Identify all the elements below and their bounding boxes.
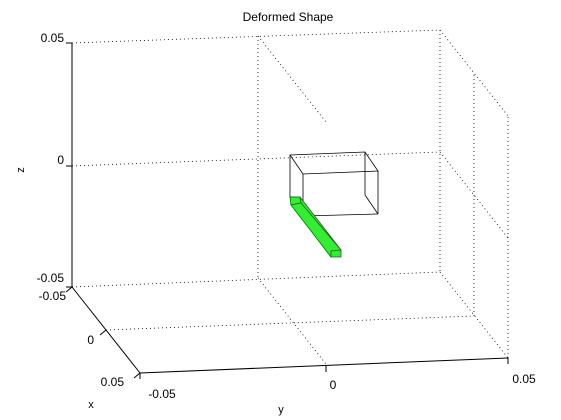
grid-top-back [71, 29, 441, 44]
grid-y0-floor [257, 277, 327, 365]
y-tick-label-1: -0.05 [148, 387, 176, 401]
axes [65, 42, 509, 379]
x-tick-mark-2 [99, 329, 107, 336]
y-axis-label: y [278, 404, 284, 416]
y-axis-line [139, 357, 509, 374]
x-tick-mark-3 [133, 372, 141, 379]
y-tick-label-3: 0.05 [512, 372, 536, 386]
deformed-end-face [330, 249, 342, 258]
x-tick-mark-1 [65, 286, 73, 293]
deformed-member [289, 196, 342, 258]
y-tick-label-2: 0 [330, 378, 337, 392]
grid-floor-back [71, 271, 441, 288]
x-tick-label-1: -0.05 [39, 289, 67, 303]
grid-z0-back [71, 151, 441, 167]
x-tick-label-2: 0 [87, 333, 94, 347]
x-tick-label-3: 0.05 [101, 375, 125, 389]
undeformed-bottom-right [364, 194, 379, 215]
chart-title: Deformed Shape [243, 10, 334, 24]
grid-lines [71, 29, 509, 365]
z-tick-label-bottom: -0.05 [37, 271, 65, 285]
z-tick-label-mid: 0 [57, 153, 64, 167]
grid-y0-top [257, 35, 327, 123]
grid-x0-floor [105, 315, 475, 331]
z-axis-label: z [15, 167, 27, 173]
deformed-front-face [290, 202, 342, 258]
x-axis-label: x [88, 399, 94, 411]
z-tick-label-top: 0.05 [41, 31, 65, 45]
